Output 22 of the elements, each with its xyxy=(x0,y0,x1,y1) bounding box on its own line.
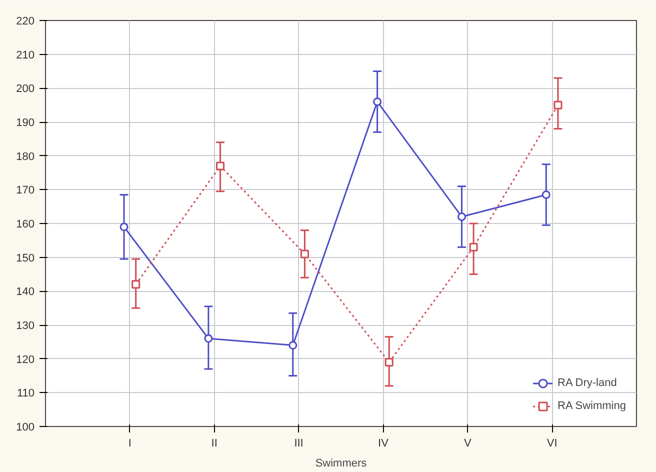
x-tick-label: III xyxy=(294,438,304,450)
y-tick-label: 210 xyxy=(16,49,35,62)
y-tick-label: 190 xyxy=(16,117,35,129)
x-tick-label: VI xyxy=(546,438,558,450)
y-tick-label: 150 xyxy=(16,252,35,264)
x-tick-label: V xyxy=(464,438,472,450)
y-tick-label: 100 xyxy=(16,422,35,434)
y-tick-label: 110 xyxy=(16,388,35,400)
x-axis-title: Swimmers xyxy=(315,458,368,470)
y-tick-label: 120 xyxy=(16,354,35,366)
y-tick-label: 160 xyxy=(16,218,35,230)
legend-label: RA Swimming xyxy=(558,400,626,412)
y-tick-label: 180 xyxy=(16,150,35,163)
y-tick-label: 220 xyxy=(16,16,35,28)
x-tick-label: IV xyxy=(378,438,390,450)
y-tick-label: 130 xyxy=(16,320,35,332)
y-tick-label: 140 xyxy=(16,286,35,298)
y-tick-label: 200 xyxy=(16,83,35,96)
y-tick-label: 170 xyxy=(16,184,35,197)
legend-label: RA Dry-land xyxy=(558,377,617,389)
x-tick-label: II xyxy=(211,438,218,450)
x-tick-label: I xyxy=(128,438,132,450)
